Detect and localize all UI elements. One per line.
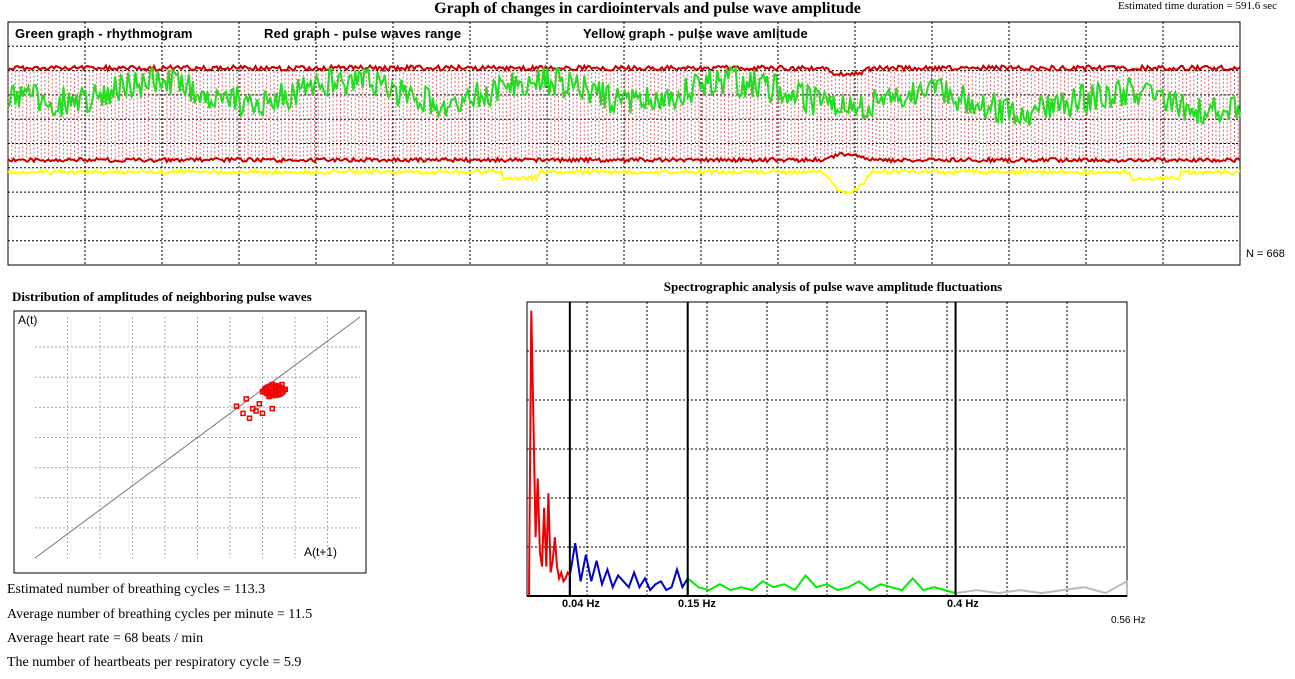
legend-yellow: Yellow graph - pulse wave amlitude: [583, 26, 808, 41]
rhythm-grid: [8, 22, 1240, 265]
rhythm-panel: [7, 21, 1241, 266]
spectrum-band: [568, 542, 689, 596]
stat-heartbeats-per-cycle: The number of heartbeats per respiratory…: [7, 655, 302, 670]
legend-green: Green graph - rhythmogram: [15, 26, 193, 41]
scatter-title: Distribution of amplitudes of neighborin…: [12, 289, 312, 304]
duration-label: Estimated time duration = 591.6 sec: [1118, 0, 1277, 12]
scatter-point: [256, 401, 262, 407]
scatter-points: [233, 381, 288, 421]
identity-line: [34, 316, 361, 559]
spectrum-grid: [527, 302, 1127, 596]
stat-breathing-per-minute: Average number of breathing cycles per m…: [7, 607, 313, 622]
scatter-frame: [13, 310, 367, 574]
spectrum-band: [686, 573, 957, 596]
page-title: Graph of changes in cardiointervals and …: [434, 0, 861, 17]
freq-label-0.04: 0.04 Hz: [562, 598, 600, 610]
scatter-x-label: A(t+1): [304, 545, 338, 559]
scatter-panel: [13, 310, 367, 574]
stat-breathing-cycles: Estimated number of breathing cycles = 1…: [7, 582, 266, 597]
range-series: [7, 63, 1241, 165]
spectrum-band: [528, 310, 571, 596]
freq-end-label: 0.56 Hz: [1111, 615, 1146, 626]
spectrum-bands: [528, 310, 1128, 596]
freq-label-0.4: 0.4 Hz: [947, 598, 979, 610]
spectrum-band: [954, 579, 1128, 596]
band-edges: [568, 302, 957, 596]
scatter-point: [240, 410, 246, 417]
rhythmogram-series: [7, 64, 1241, 126]
legend-red: Red graph - pulse waves range: [264, 26, 462, 41]
range-upper-line: [7, 63, 1241, 77]
range-lower-line: [7, 151, 1241, 165]
scatter-y-label: A(t): [18, 313, 38, 327]
spectrum-panel: [526, 301, 1128, 597]
scatter-point: [246, 415, 253, 421]
amplitude-series: [7, 168, 1241, 195]
scatter-point: [259, 410, 266, 417]
freq-label-0.15: 0.15 Hz: [678, 598, 716, 610]
spectrum-title: Spectrographic analysis of pulse wave am…: [663, 279, 1003, 294]
scatter-point: [233, 403, 240, 409]
scatter-cluster: [260, 382, 287, 399]
scatter-point: [253, 408, 259, 414]
scatter-point: [243, 396, 249, 402]
scatter-point: [269, 405, 275, 412]
stat-heart-rate: Average heart rate = 68 beats / min: [7, 631, 204, 646]
n-count-label: N = 668: [1246, 248, 1285, 260]
